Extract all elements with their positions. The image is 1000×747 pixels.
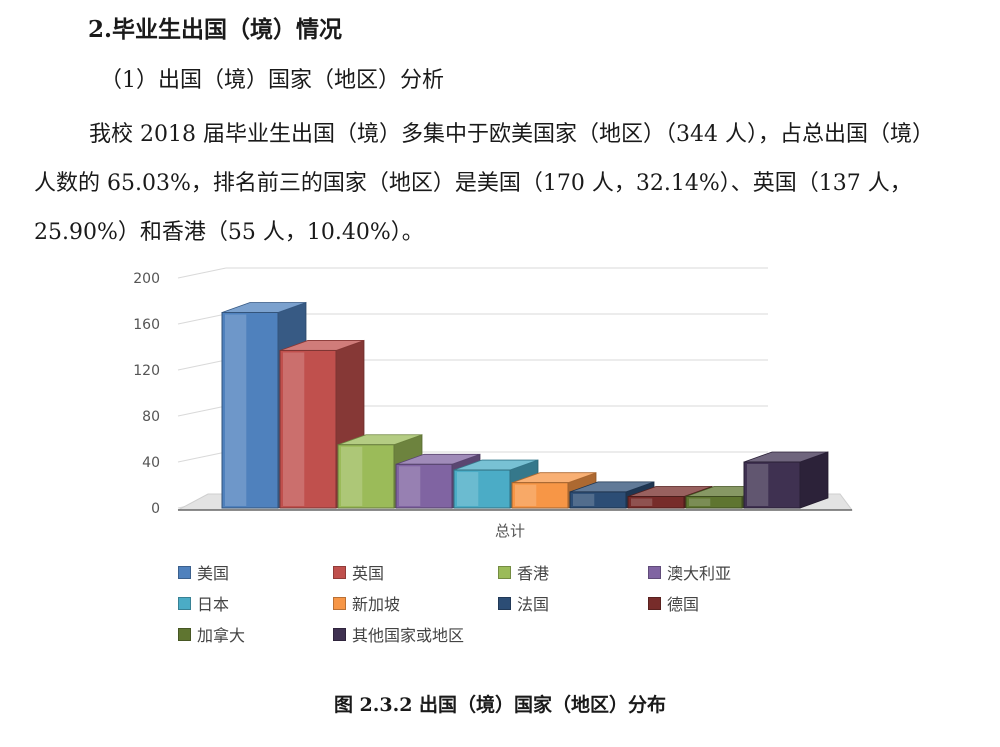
gridline-diag <box>177 451 227 463</box>
section-heading: 2.毕业生出国（境）情况 <box>88 16 343 43</box>
legend-label: 美国 <box>197 564 230 583</box>
bar-chart: 0 40 80 120 160 200 总计 <box>133 267 853 540</box>
bar <box>337 444 395 509</box>
legend-item: 英国 <box>333 560 384 584</box>
bar-highlight <box>399 466 421 506</box>
legend-label: 德国 <box>667 595 700 614</box>
legend-swatch <box>498 596 511 610</box>
subsection-heading: （1）出国（境）国家（地区）分析 <box>100 68 444 93</box>
bar-highlight <box>283 352 305 506</box>
legend-label: 澳大利亚 <box>667 564 732 583</box>
bar-highlight <box>341 446 363 506</box>
bar <box>569 491 627 509</box>
figure-caption: 图 2.3.2 出国（境）国家（地区）分布 <box>333 694 667 716</box>
legend-item: 德国 <box>648 591 699 615</box>
y-tick-label: 200 <box>133 271 160 287</box>
legend-label: 法国 <box>517 595 550 614</box>
bar-highlight <box>515 484 537 506</box>
gridline-diag <box>177 359 227 371</box>
legend-swatch <box>178 596 191 610</box>
bar-highlight <box>631 498 653 506</box>
legend-item: 香港 <box>498 560 549 584</box>
legend-item: 美国 <box>178 560 229 584</box>
legend-swatch <box>333 565 346 579</box>
x-category-label: 总计 <box>495 522 525 540</box>
legend-swatch <box>648 565 661 579</box>
body-paragraph: 我校 2018 届毕业生出国（境）多集中于欧美国家（地区）（344 人），占总出… <box>34 122 934 245</box>
bar-highlight <box>225 314 247 506</box>
y-tick-label: 0 <box>151 501 160 517</box>
legend-item: 法国 <box>498 591 549 615</box>
legend-item: 新加坡 <box>333 591 400 615</box>
bar-highlight <box>747 464 769 506</box>
bar <box>453 469 511 509</box>
legend-item: 澳大利亚 <box>648 560 731 584</box>
legend-label: 香港 <box>517 564 550 583</box>
legend-swatch <box>333 596 346 610</box>
legend-item: 加拿大 <box>178 622 245 646</box>
bar <box>685 496 743 509</box>
gridline-diag <box>177 267 227 279</box>
y-tick-label: 120 <box>133 363 160 379</box>
legend-label: 加拿大 <box>197 626 246 645</box>
legend-label: 新加坡 <box>352 595 401 614</box>
legend-swatch <box>498 565 511 579</box>
legend-swatch <box>178 627 191 641</box>
legend-label: 英国 <box>352 564 385 583</box>
bar <box>279 349 337 509</box>
legend-swatch <box>333 627 346 641</box>
bar <box>627 496 685 509</box>
legend-swatch <box>648 596 661 610</box>
y-tick-label: 40 <box>142 455 160 471</box>
y-tick-label: 80 <box>142 409 160 425</box>
legend-item: 日本 <box>178 591 229 615</box>
bar <box>395 463 453 509</box>
gridline-diag <box>177 405 227 417</box>
bar <box>511 482 569 509</box>
gridline-diag <box>177 313 227 325</box>
bar <box>221 312 279 509</box>
legend-label: 其他国家或地区 <box>352 626 465 645</box>
bar-highlight <box>457 472 479 506</box>
bar <box>743 461 801 509</box>
legend-label: 日本 <box>197 595 230 614</box>
legend-swatch <box>178 565 191 579</box>
legend-item: 其他国家或地区 <box>333 622 464 646</box>
bar-highlight <box>689 498 711 506</box>
y-tick-label: 160 <box>133 317 160 333</box>
bar-highlight <box>573 493 595 506</box>
